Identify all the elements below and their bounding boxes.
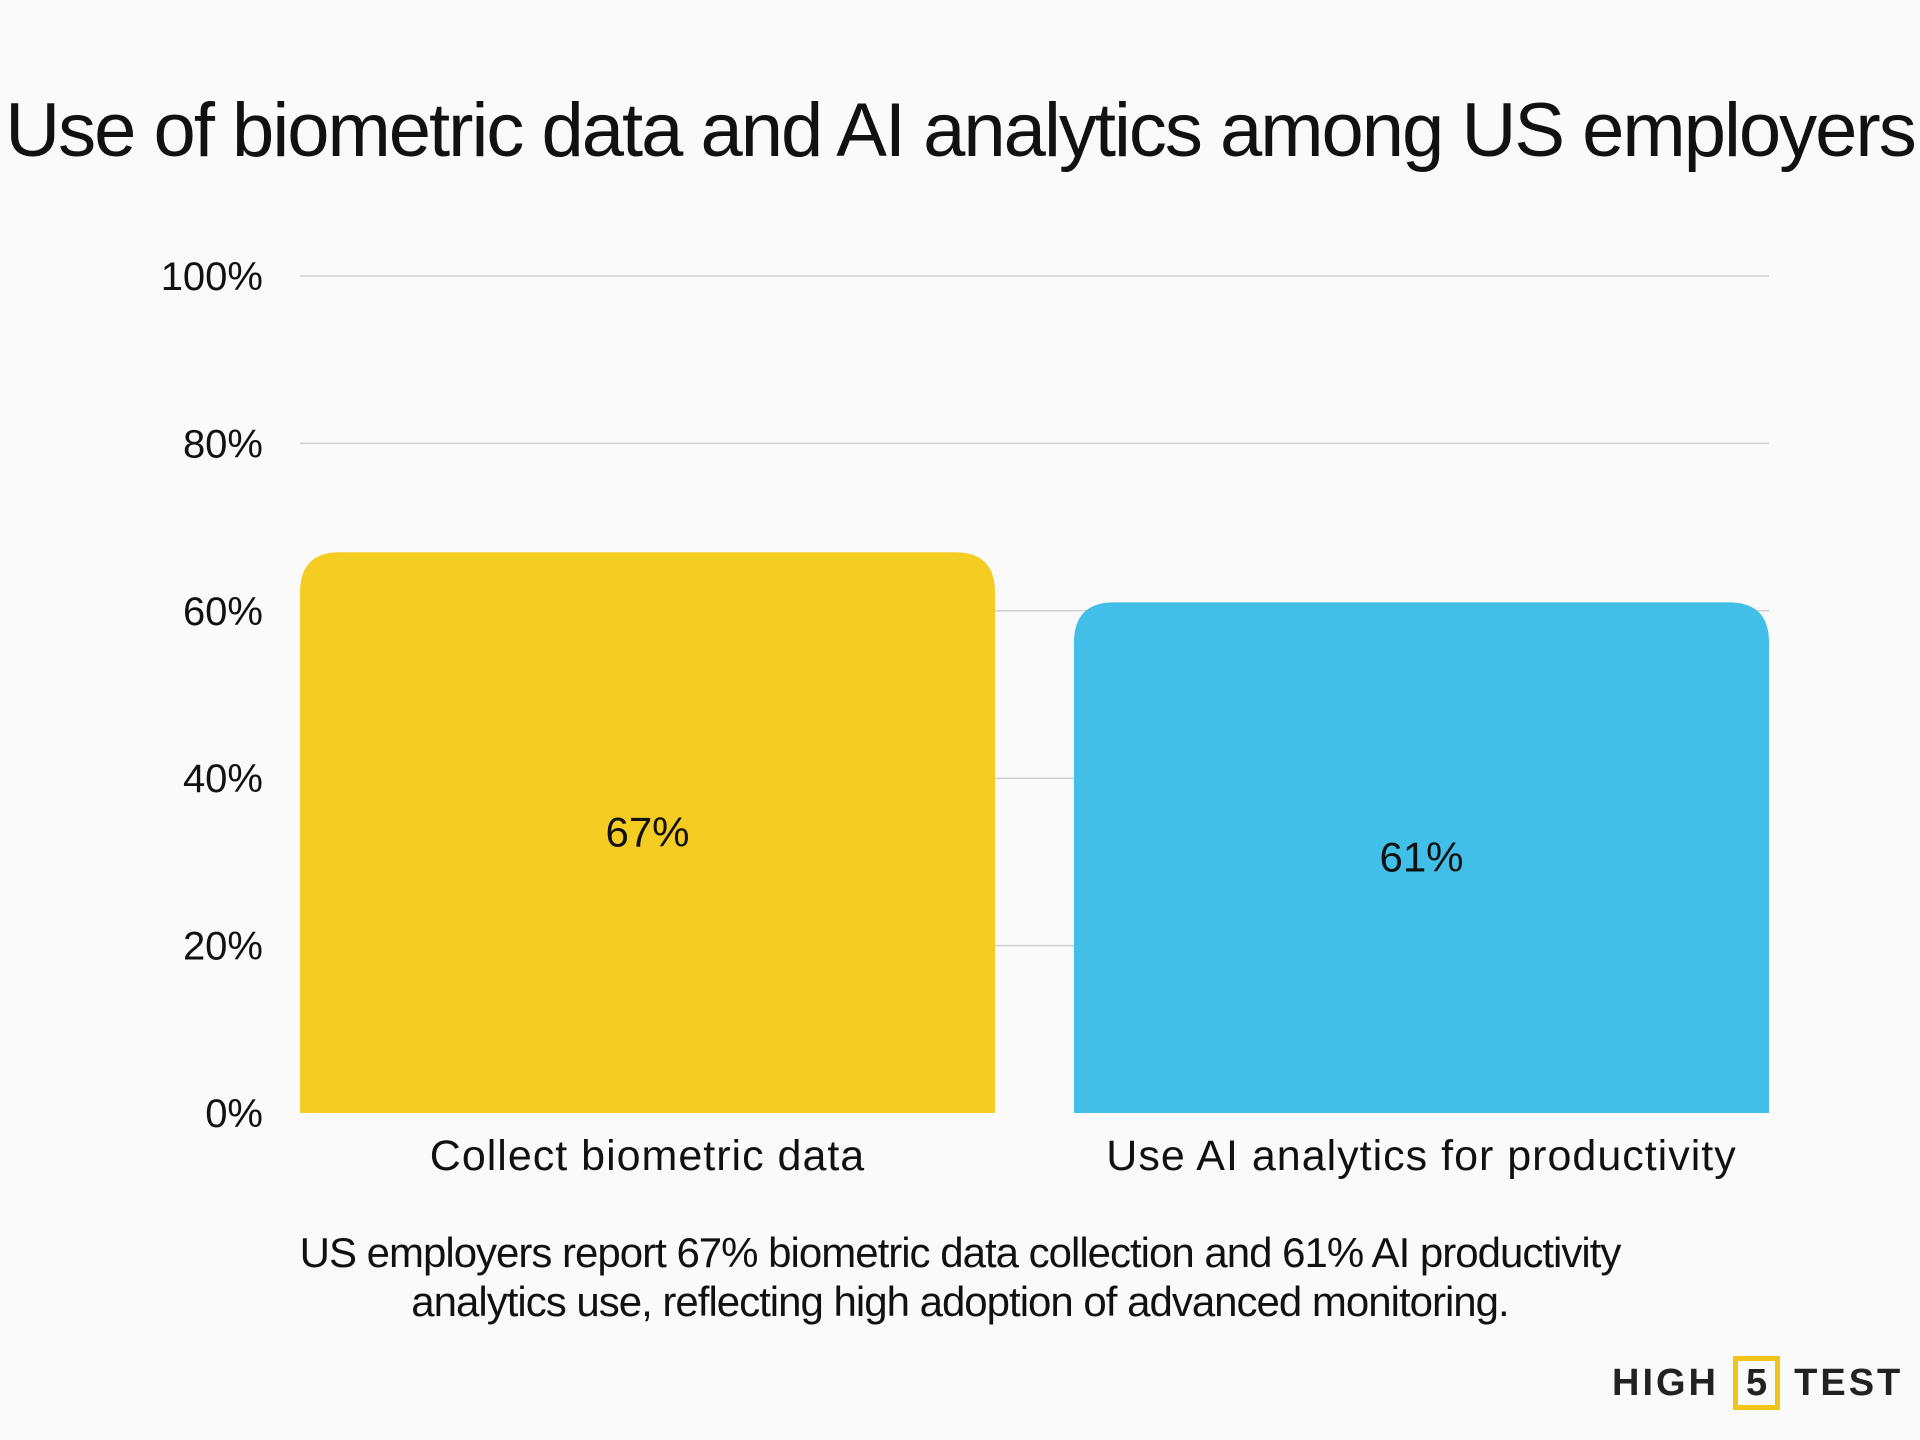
y-tick-label: 60% bbox=[183, 590, 263, 634]
caption-line-1: US employers report 67% biometric data c… bbox=[299, 1229, 1622, 1276]
logo-text-test: TEST bbox=[1794, 1361, 1904, 1404]
bar-value-label: 61% bbox=[1379, 834, 1463, 881]
x-tick-label: Collect biometric data bbox=[430, 1132, 865, 1180]
high5test-logo: HIGH 5 TEST bbox=[1612, 1356, 1903, 1410]
y-tick-label: 20% bbox=[183, 925, 263, 969]
y-tick-label: 0% bbox=[205, 1092, 263, 1136]
y-tick-label: 80% bbox=[183, 422, 263, 466]
y-tick-label: 100% bbox=[161, 255, 263, 299]
bar-value-label: 67% bbox=[605, 809, 689, 856]
bar bbox=[1074, 602, 1769, 1113]
bar bbox=[300, 552, 995, 1113]
chart-title: Use of biometric data and AI analytics a… bbox=[5, 88, 1916, 173]
logo-text-high: HIGH bbox=[1612, 1361, 1719, 1404]
chart-caption: US employers report 67% biometric data c… bbox=[0, 1228, 1920, 1326]
logo-text-5: 5 bbox=[1733, 1356, 1781, 1410]
caption-line-2: analytics use, reflecting high adoption … bbox=[411, 1278, 1509, 1325]
y-tick-label: 40% bbox=[183, 757, 263, 801]
x-tick-label: Use AI analytics for productivity bbox=[1106, 1132, 1736, 1180]
